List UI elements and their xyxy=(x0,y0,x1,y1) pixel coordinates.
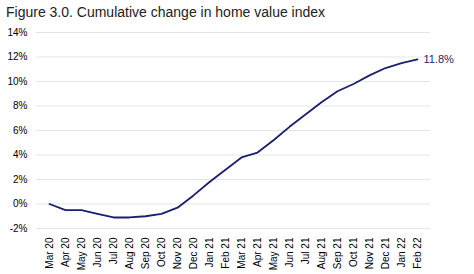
svg-text:Oct 20: Oct 20 xyxy=(156,237,167,267)
svg-text:Sep 21: Sep 21 xyxy=(332,237,343,269)
svg-text:Jul 20: Jul 20 xyxy=(108,237,119,264)
svg-text:Dec 21: Dec 21 xyxy=(380,237,391,269)
svg-text:Apr 20: Apr 20 xyxy=(60,237,71,267)
svg-text:2%: 2% xyxy=(13,174,28,185)
svg-text:Aug 21: Aug 21 xyxy=(316,237,327,269)
svg-text:Jul 21: Jul 21 xyxy=(300,237,311,264)
svg-text:Feb 22: Feb 22 xyxy=(412,237,423,269)
svg-text:Apr 21: Apr 21 xyxy=(252,237,263,267)
svg-text:May 20: May 20 xyxy=(76,237,87,270)
svg-text:Aug 20: Aug 20 xyxy=(124,237,135,269)
svg-text:Mar 20: Mar 20 xyxy=(44,237,55,269)
svg-text:Nov 21: Nov 21 xyxy=(364,237,375,269)
svg-text:Oct 21: Oct 21 xyxy=(348,237,359,267)
svg-text:Jun 21: Jun 21 xyxy=(284,237,295,267)
html-text:Figure 3.0. Cumulative change: Figure 3.0. Cumulative change in home va… xyxy=(6,4,326,20)
svg-text:May 21: May 21 xyxy=(268,237,279,270)
svg-text:Feb 21: Feb 21 xyxy=(220,237,231,269)
svg-text:-2%: -2% xyxy=(10,223,28,234)
svg-text:Jan 22: Jan 22 xyxy=(396,237,407,267)
svg-text:Dec 20: Dec 20 xyxy=(188,237,199,269)
svg-text:10%: 10% xyxy=(7,76,27,87)
svg-text:Jan 21: Jan 21 xyxy=(204,237,215,267)
svg-text:14%: 14% xyxy=(7,27,27,38)
svg-text:Jun 20: Jun 20 xyxy=(92,237,103,267)
svg-text:Mar 21: Mar 21 xyxy=(236,237,247,269)
svg-text:11.8%: 11.8% xyxy=(424,53,455,65)
svg-text:Nov 20: Nov 20 xyxy=(172,237,183,269)
svg-text:0%: 0% xyxy=(13,198,28,209)
svg-text:12%: 12% xyxy=(7,51,27,62)
svg-text:8%: 8% xyxy=(13,100,28,111)
svg-text:6%: 6% xyxy=(13,125,28,136)
svg-text:4%: 4% xyxy=(13,149,28,160)
svg-text:Sep 20: Sep 20 xyxy=(140,237,151,269)
